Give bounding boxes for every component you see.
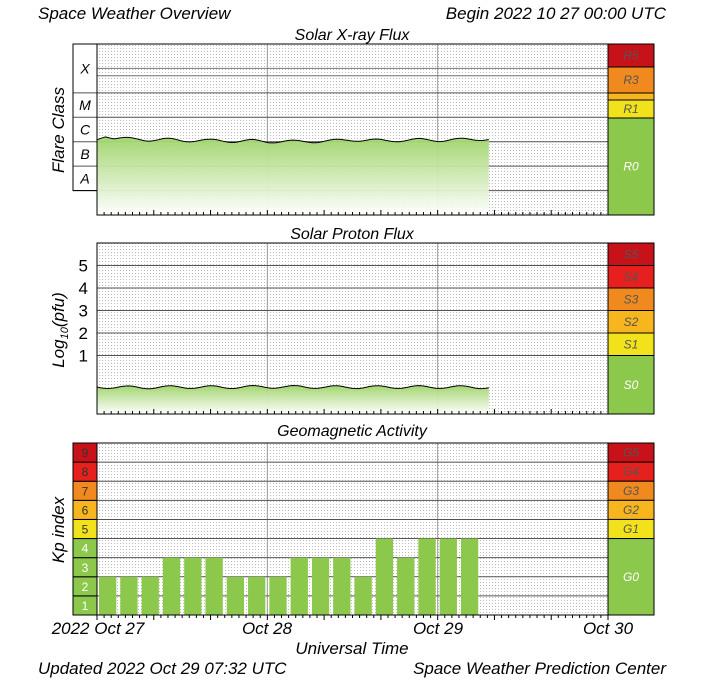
geomag-g4-scale-label: G4: [623, 465, 639, 479]
kp-level-label: 2: [82, 580, 89, 594]
xray-class-label-m: M: [79, 97, 91, 113]
xray-r1-scale-label: R1: [623, 102, 638, 116]
kp-bar: [460, 538, 479, 615]
proton-s5-scale-label: S5: [624, 247, 639, 261]
kp-level-label: 4: [82, 542, 89, 556]
geomag-title: Geomagnetic Activity: [277, 423, 428, 440]
xray-r0-scale-cell: [607, 117, 655, 216]
xray-r3-scale-label: R3: [623, 73, 639, 87]
kp-bar: [333, 557, 351, 615]
xray-title: Solar X-ray Flux: [295, 27, 411, 44]
kp-bar: [439, 538, 457, 615]
proton-ylabel-main: Log: [49, 339, 68, 368]
geomag-frame: [96, 442, 655, 616]
kp-level-label: 1: [82, 599, 89, 613]
proton-y-tick-label: 2: [79, 324, 88, 343]
proton-s1-scale-label: S1: [624, 337, 639, 351]
kp-bar: [120, 576, 138, 615]
geomag-g3-scale-label: G3: [623, 484, 639, 498]
xray-class-label-b: B: [80, 146, 89, 162]
proton-s3-scale-label: S3: [624, 292, 639, 306]
geomag-g0-scale-cell: [607, 538, 655, 616]
proton-y-tick-label: 5: [79, 257, 88, 276]
x-tick-label-3: Oct 30: [583, 619, 634, 638]
proton-s2-scale-label: S2: [624, 315, 639, 329]
x-axis-title: Universal Time: [295, 639, 408, 658]
kp-bar: [354, 576, 372, 615]
geomag-g0-scale-label: G0: [623, 570, 639, 584]
kp-bar: [162, 557, 181, 615]
xray-r5-scale-label: R5: [623, 49, 639, 63]
kp-bar: [99, 576, 117, 615]
kp-bar: [397, 557, 415, 615]
kp-bar: [184, 557, 202, 615]
source-label: Space Weather Prediction Center: [413, 659, 667, 678]
kp-bar: [269, 576, 287, 615]
kp-level-label: 6: [82, 503, 89, 517]
updated-time: Updated 2022 Oct 29 07:32 UTC: [38, 659, 287, 678]
page-title: Space Weather Overview: [38, 4, 232, 23]
proton-ylabel-tail: (pfu): [49, 292, 68, 327]
kp-bar: [205, 557, 223, 615]
proton-frame: [96, 242, 655, 415]
xray-flux-fill: [97, 136, 489, 215]
kp-bar: [418, 538, 436, 615]
geomag-g1-scale-label: G1: [623, 522, 639, 536]
x-tick-label-1: Oct 28: [242, 619, 293, 638]
proton-title: Solar Proton Flux: [290, 226, 415, 243]
kp-bar: [290, 557, 308, 615]
xray-flux-line: [96, 136, 489, 144]
xray-r3-scale-cell: [607, 66, 655, 94]
proton-flux-line: [96, 384, 489, 390]
proton-s0-scale-cell: [607, 355, 655, 415]
x-tick-label-2: Oct 29: [413, 619, 464, 638]
x-tick-label-0: 2022 Oct 27: [51, 619, 145, 638]
proton-s4-scale-label: S4: [624, 270, 639, 284]
geomag-g2-scale-label: G2: [623, 503, 639, 517]
begin-time: Begin 2022 10 27 00:00 UTC: [446, 4, 667, 23]
kp-level-label: 7: [82, 484, 89, 498]
proton-plot-area: [97, 243, 608, 414]
kp-level-label: 9: [82, 446, 89, 460]
xray-class-label-c: C: [80, 122, 91, 138]
proton-y-tick-label: 1: [79, 347, 88, 366]
kp-bar: [311, 557, 330, 615]
xray-frame: [96, 43, 655, 216]
geomag-plot-area: [97, 443, 608, 615]
xray-class-label-x: X: [79, 60, 90, 76]
xray-class-label-a: A: [79, 170, 89, 186]
geomag-ylabel: Kp index: [49, 496, 68, 563]
proton-ylabel: Log10(pfu): [49, 292, 71, 368]
kp-level-label: 3: [82, 561, 89, 575]
proton-ylabel-sub: 10: [59, 326, 71, 339]
kp-bar: [375, 538, 394, 615]
kp-level-label: 5: [82, 523, 89, 537]
proton-y-tick-label: 4: [79, 279, 88, 298]
geomag-g5-scale-label: G5: [623, 446, 639, 460]
kp-level-label: 8: [82, 465, 89, 479]
kp-bar: [248, 576, 266, 615]
proton-s0-scale-label: S0: [624, 378, 639, 392]
proton-y-tick-label: 3: [79, 302, 88, 321]
proton-flux-fill: [97, 385, 489, 414]
xray-ylabel: Flare Class: [49, 87, 68, 173]
xray-r2-scale-cell: [607, 92, 655, 101]
kp-bar: [226, 576, 245, 615]
kp-bar: [141, 576, 159, 615]
xray-r0-scale-label: R0: [623, 160, 639, 174]
